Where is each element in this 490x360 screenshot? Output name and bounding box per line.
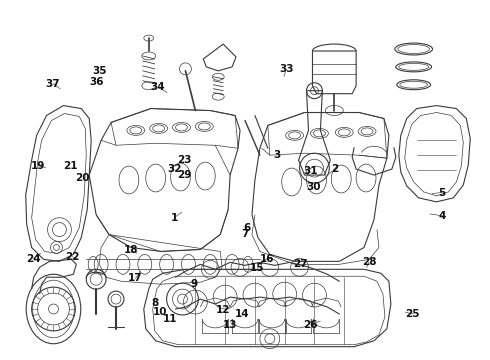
Text: 37: 37 [46, 78, 60, 89]
Text: 16: 16 [260, 253, 274, 264]
Text: 30: 30 [306, 182, 320, 192]
Text: 22: 22 [65, 252, 80, 262]
Text: 26: 26 [303, 320, 318, 330]
Text: 33: 33 [279, 64, 294, 74]
Text: 23: 23 [177, 156, 192, 165]
Text: 36: 36 [90, 77, 104, 87]
Text: 28: 28 [362, 257, 376, 267]
Text: 6: 6 [244, 223, 251, 233]
Text: 15: 15 [250, 262, 265, 273]
Text: 34: 34 [150, 82, 165, 92]
Text: 32: 32 [167, 164, 182, 174]
Text: 11: 11 [162, 314, 177, 324]
Text: 12: 12 [216, 305, 230, 315]
Text: 29: 29 [177, 170, 192, 180]
Text: 24: 24 [26, 253, 41, 264]
Text: 21: 21 [63, 161, 77, 171]
Text: 19: 19 [31, 161, 46, 171]
Text: 3: 3 [273, 150, 280, 160]
Text: 8: 8 [151, 298, 159, 308]
Text: 17: 17 [128, 273, 143, 283]
Text: 1: 1 [171, 212, 178, 222]
Text: 4: 4 [438, 211, 445, 221]
Text: 9: 9 [191, 279, 197, 289]
Text: 27: 27 [294, 259, 308, 269]
Text: 2: 2 [331, 164, 339, 174]
Text: 14: 14 [235, 309, 250, 319]
Text: 20: 20 [75, 173, 89, 183]
Text: 18: 18 [123, 245, 138, 255]
Text: 7: 7 [241, 229, 249, 239]
Text: 13: 13 [223, 320, 238, 330]
Text: 35: 35 [92, 66, 106, 76]
Text: 5: 5 [438, 188, 445, 198]
Text: 10: 10 [153, 307, 167, 317]
Text: 25: 25 [406, 309, 420, 319]
Text: 31: 31 [303, 166, 318, 176]
